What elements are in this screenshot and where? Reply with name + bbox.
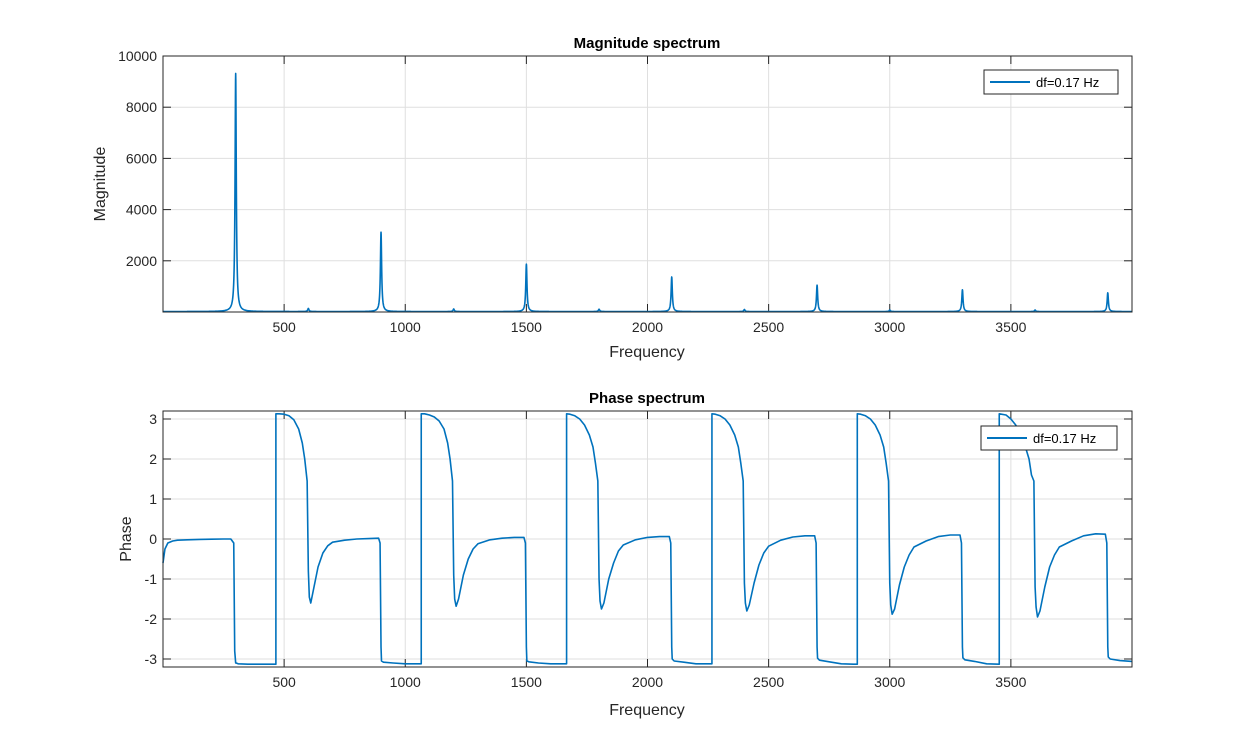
magnitude-ytick-label-2: 6000 — [126, 150, 157, 166]
phase-ytick-label-2: -1 — [145, 571, 158, 587]
phase-ytick-label-1: -2 — [145, 611, 158, 627]
phase-xtick-label-2: 1500 — [511, 674, 542, 690]
phase-series — [162, 413, 1133, 665]
magnitude-ticks: 500 1000 1500 2000 2500 3000 3500 2000 4000 6000 8… — [118, 48, 1132, 335]
magnitude-xtick-label-2: 1500 — [511, 319, 542, 335]
magnitude-xtick-label-1: 1000 — [390, 319, 421, 335]
phase-ticks: 500 1000 1500 2000 2500 3000 3500 -3 -2 -1 0 1 2 3 — [145, 411, 1132, 690]
phase-xtick-label-1: 1000 — [390, 674, 421, 690]
phase-ytick-label-5: 2 — [149, 451, 157, 467]
magnitude-xtick-label-0: 500 — [272, 319, 296, 335]
magnitude-xlabel: Frequency — [609, 344, 685, 361]
phase-xlabel: Frequency — [609, 702, 685, 719]
phase-title: Phase spectrum — [589, 390, 705, 407]
magnitude-xtick-label-3: 2000 — [632, 319, 663, 335]
phase-ytick-label-3: 0 — [149, 531, 157, 547]
phase-plot-frame — [162, 410, 1133, 668]
magnitude-xtick-label-5: 3000 — [874, 319, 905, 335]
magnitude-plot-frame — [162, 55, 1133, 313]
phase-xtick-label-5: 3000 — [874, 674, 905, 690]
magnitude-xtick-label-4: 2500 — [753, 319, 784, 335]
phase-axes: 500 1000 1500 2000 2500 3000 3500 -3 -2 -1 0 1 2 3 Ph… — [118, 390, 1133, 719]
phase-xtick-label-0: 500 — [272, 674, 296, 690]
magnitude-title: Magnitude spectrum — [574, 35, 721, 52]
magnitude-ytick-label-0: 2000 — [126, 253, 157, 269]
magnitude-xtick-label-6: 3500 — [995, 319, 1026, 335]
phase-legend: df=0.17 Hz — [980, 425, 1118, 451]
phase-xtick-label-4: 2500 — [753, 674, 784, 690]
phase-ytick-label-0: -3 — [145, 651, 158, 667]
magnitude-ylabel: Magnitude — [92, 147, 109, 222]
phase-legend-label: df=0.17 Hz — [1033, 431, 1096, 446]
phase-ytick-label-6: 3 — [149, 411, 157, 427]
phase-xtick-label-3: 2000 — [632, 674, 663, 690]
magnitude-legend-label: df=0.17 Hz — [1036, 75, 1099, 90]
magnitude-legend: df=0.17 Hz — [983, 69, 1119, 95]
magnitude-ytick-label-1: 4000 — [126, 202, 157, 218]
phase-ytick-label-4: 1 — [149, 491, 157, 507]
phase-xtick-label-6: 3500 — [995, 674, 1026, 690]
magnitude-ytick-label-3: 8000 — [126, 99, 157, 115]
magnitude-axes: 500 1000 1500 2000 2500 3000 3500 2000 4000 6000 8… — [92, 35, 1133, 361]
phase-ylabel: Phase — [118, 516, 135, 561]
magnitude-ytick-label-4: 10000 — [118, 48, 157, 64]
phase-series-line-0 — [162, 413, 1133, 665]
